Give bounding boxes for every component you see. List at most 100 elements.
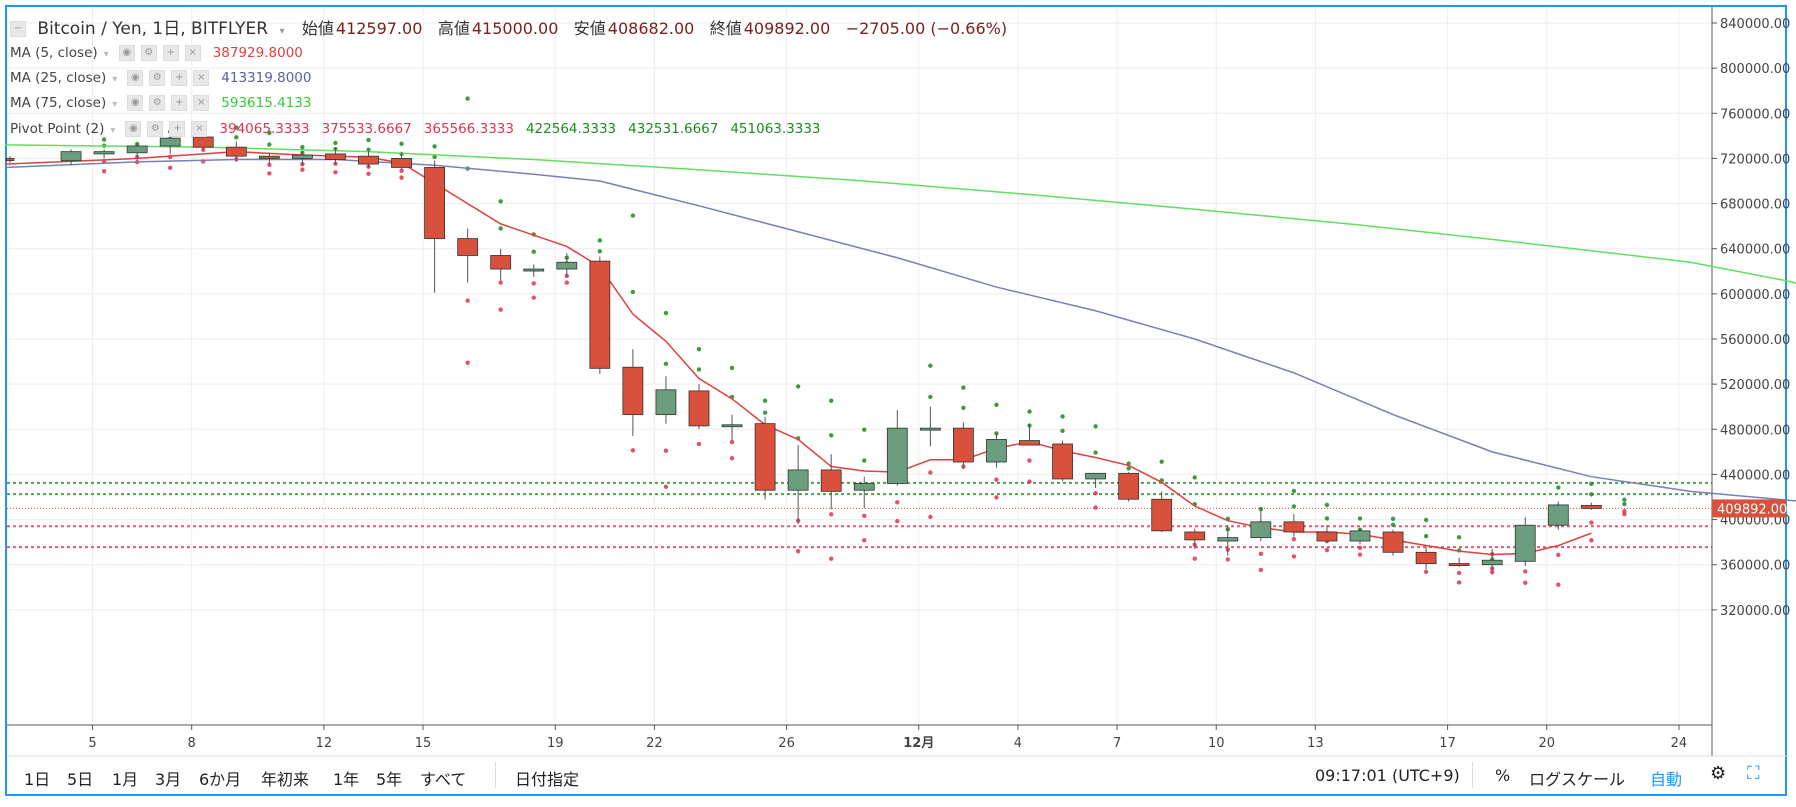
range-button[interactable]: 5年 bbox=[376, 770, 403, 789]
indicator-label[interactable]: MA (75, close) bbox=[10, 95, 107, 111]
pivot-dot bbox=[663, 361, 669, 367]
indicator-value: 365566.3333 bbox=[423, 121, 514, 137]
pivot-dot bbox=[168, 165, 173, 171]
candle-body bbox=[1580, 504, 1602, 509]
pivot-dot bbox=[1060, 414, 1065, 419]
candle-body bbox=[1151, 498, 1173, 532]
candle-body bbox=[787, 469, 809, 491]
range-button[interactable]: 1年 bbox=[333, 770, 360, 789]
range-button[interactable]: 5日 bbox=[67, 770, 94, 789]
time-tick-label: 17 bbox=[1439, 736, 1456, 751]
pivot-dot bbox=[498, 280, 503, 285]
close-icon[interactable]: × bbox=[193, 70, 210, 86]
toolbar-divider bbox=[495, 762, 496, 788]
pivot-dot bbox=[1423, 517, 1429, 523]
indicator-label[interactable]: MA (25, close) bbox=[10, 70, 107, 86]
range-button[interactable]: 年初来 bbox=[261, 770, 310, 789]
date-select-button[interactable]: 日付指定 bbox=[515, 770, 580, 789]
indicator-legend-row[interactable]: MA (75, close) ▾ ◉ ⚙ + × 593615.4133 bbox=[10, 95, 317, 111]
last-price-label: 409892.00 bbox=[1717, 502, 1787, 517]
price-tick-label: 720000.00 bbox=[1720, 152, 1790, 167]
gear-icon[interactable]: ⚙ bbox=[140, 45, 157, 61]
time-tick-label: 24 bbox=[1671, 736, 1688, 751]
pivot-dot bbox=[498, 199, 503, 204]
close-icon[interactable]: × bbox=[193, 95, 210, 111]
pivot-dot bbox=[696, 367, 702, 372]
auto-scale-button[interactable]: 自動 bbox=[1650, 770, 1683, 789]
fullscreen-icon[interactable]: ⛶ bbox=[1747, 763, 1760, 784]
pivot-dot bbox=[1622, 497, 1627, 503]
pivot-dot bbox=[1093, 424, 1098, 429]
eye-icon[interactable]: ◉ bbox=[127, 70, 144, 86]
price-tick-label: 520000.00 bbox=[1720, 378, 1790, 393]
time-tick-label: 7 bbox=[1113, 736, 1121, 751]
eye-icon[interactable]: ◉ bbox=[125, 121, 142, 137]
price-tick-label: 480000.00 bbox=[1720, 423, 1790, 438]
eye-icon[interactable]: ◉ bbox=[118, 45, 135, 61]
indicator-legend-row[interactable]: MA (5, close) ▾ ◉ ⚙ + × 387929.8000 bbox=[10, 45, 309, 61]
collapse-icon[interactable]: − bbox=[10, 21, 26, 37]
chevron-down-icon[interactable]: ▾ bbox=[112, 99, 118, 110]
percent-scale-button[interactable]: % bbox=[1495, 766, 1511, 785]
symbol-title[interactable]: Bitcoin / Yen, 1日, BITFLYER bbox=[37, 19, 269, 39]
candle-body bbox=[1382, 531, 1404, 553]
high-label: 高値 bbox=[437, 19, 470, 38]
pivot-dot bbox=[1456, 535, 1462, 540]
chevron-down-icon[interactable]: ▾ bbox=[110, 125, 116, 136]
pivot-dot bbox=[895, 500, 900, 505]
pivot-dot bbox=[928, 470, 933, 475]
plus-icon[interactable]: + bbox=[162, 45, 179, 61]
gear-icon[interactable]: ⚙ bbox=[149, 95, 166, 111]
log-scale-button[interactable]: ログスケール bbox=[1529, 770, 1626, 789]
range-button[interactable]: 1日 bbox=[24, 770, 51, 789]
plus-icon[interactable]: + bbox=[169, 121, 186, 137]
indicator-label[interactable]: MA (5, close) bbox=[10, 45, 98, 61]
pivot-dot bbox=[1093, 491, 1098, 496]
range-button[interactable]: 6か月 bbox=[199, 770, 242, 789]
plus-icon[interactable]: + bbox=[171, 95, 188, 111]
pivot-dot bbox=[366, 137, 371, 143]
chevron-down-icon[interactable]: ▾ bbox=[279, 26, 285, 37]
chevron-down-icon[interactable]: ▾ bbox=[103, 49, 109, 60]
candle-body bbox=[986, 439, 1007, 463]
pivot-dot bbox=[399, 168, 404, 174]
pivot-dot bbox=[829, 433, 834, 438]
candle-body bbox=[159, 137, 181, 147]
pivot-dot bbox=[862, 458, 867, 463]
ma75-line bbox=[4, 144, 1796, 284]
pivot-dot bbox=[994, 495, 999, 500]
candle-body bbox=[126, 145, 148, 154]
pivot-dot bbox=[432, 144, 437, 149]
indicator-legend-row[interactable]: Pivot Point (2) ▾ ◉ ⚙ + × 394065.3333 375533.66… bbox=[10, 121, 827, 137]
gear-icon[interactable]: ⚙ bbox=[149, 70, 166, 86]
candle-body bbox=[688, 390, 710, 427]
pivot-dot bbox=[696, 441, 702, 447]
candle-body bbox=[424, 167, 446, 239]
eye-icon[interactable]: ◉ bbox=[127, 95, 144, 111]
range-button[interactable]: すべて bbox=[420, 770, 467, 789]
range-button[interactable]: 1月 bbox=[112, 770, 139, 789]
indicator-label[interactable]: Pivot Point (2) bbox=[10, 121, 105, 137]
close-icon[interactable]: × bbox=[191, 121, 208, 137]
indicator-value: 422564.3333 bbox=[525, 121, 617, 137]
clock-display[interactable]: 09:17:01 (UTC+9) bbox=[1315, 766, 1460, 785]
close-icon[interactable]: × bbox=[184, 45, 201, 61]
time-tick-label: 4 bbox=[1014, 736, 1022, 751]
chevron-down-icon[interactable]: ▾ bbox=[112, 74, 118, 85]
candle-body bbox=[93, 151, 115, 155]
candle-body bbox=[1184, 531, 1206, 541]
range-button[interactable]: 3月 bbox=[155, 770, 182, 789]
indicator-legend-row[interactable]: MA (25, close) ▾ ◉ ⚙ + × 413319.8000 bbox=[10, 70, 317, 86]
pivot-dot bbox=[1324, 516, 1330, 521]
gear-icon[interactable]: ⚙ bbox=[147, 121, 164, 137]
plus-icon[interactable]: + bbox=[171, 70, 188, 86]
pivot-dot bbox=[1589, 520, 1594, 525]
candle-body bbox=[1514, 524, 1536, 562]
close-value: 409892.00 bbox=[743, 19, 831, 38]
candle-body bbox=[1019, 440, 1040, 446]
indicator-value: 413319.8000 bbox=[221, 70, 312, 86]
pivot-dot bbox=[1456, 580, 1462, 585]
high-value: 415000.00 bbox=[471, 19, 559, 38]
gear-icon[interactable]: ⚙ bbox=[1710, 763, 1727, 784]
